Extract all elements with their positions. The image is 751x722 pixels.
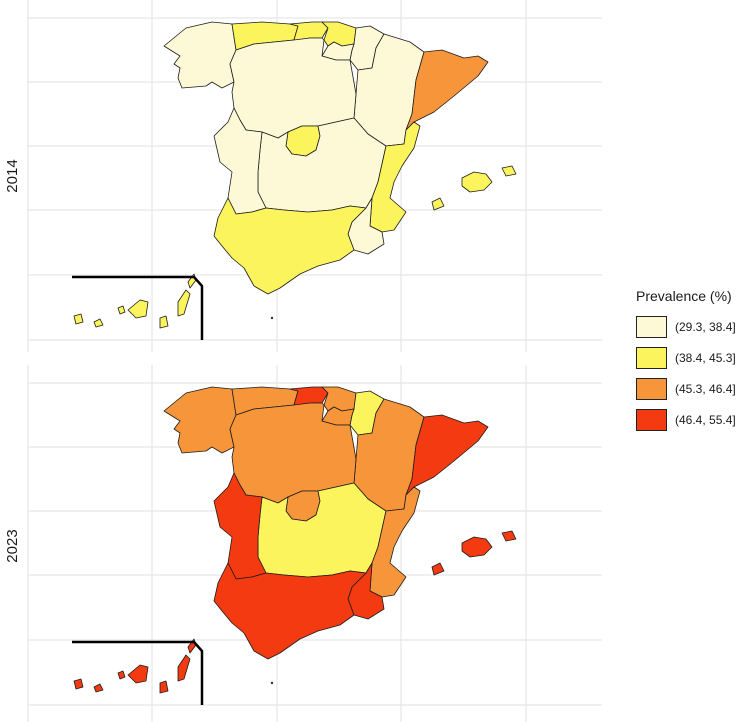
spain-map-2014 <box>72 21 517 340</box>
region-baleares <box>431 165 517 211</box>
legend-label: (29.3, 38.4] <box>675 320 736 334</box>
panel-2014-label: 2014 <box>4 159 21 192</box>
spain-map-2023 <box>72 386 517 705</box>
legend-label: (45.3, 46.4] <box>675 382 736 396</box>
region-cataluna <box>405 414 489 496</box>
legend-swatch <box>636 409 667 431</box>
canary-inset-frame <box>72 640 204 705</box>
panel-2023: 2023 <box>4 365 602 722</box>
region-canarias <box>73 638 197 694</box>
region-pais-vasco <box>321 21 357 47</box>
legend-item: (38.4, 45.3] <box>636 343 748 373</box>
region-baleares <box>431 530 517 576</box>
region-cataluna <box>405 49 489 131</box>
region-galicia <box>163 21 237 89</box>
region-pais-vasco <box>321 386 357 412</box>
legend-item: (29.3, 38.4] <box>636 312 748 342</box>
canary-inset-frame <box>72 275 204 340</box>
region-andalucia <box>213 197 367 295</box>
legend-item: (45.3, 46.4] <box>636 374 748 404</box>
panel-2023-label: 2023 <box>4 529 21 562</box>
legend-label: (46.4, 55.4] <box>675 413 736 427</box>
legend-swatch <box>636 316 667 338</box>
legend-swatch <box>636 347 667 369</box>
region-andalucia <box>213 562 367 660</box>
region-galicia <box>163 386 237 454</box>
region-canarias <box>73 273 197 329</box>
panel-2014-grid <box>27 0 602 352</box>
legend-item: (46.4, 55.4] <box>636 405 748 435</box>
legend-swatch <box>636 378 667 400</box>
legend-title: Prevalence (%) <box>636 288 732 304</box>
legend-label: (38.4, 45.3] <box>675 351 736 365</box>
region-valencia <box>369 486 421 598</box>
panel-2014: 2014 <box>4 0 602 352</box>
region-valencia <box>369 121 421 233</box>
map-dot <box>270 681 274 685</box>
map-dot <box>270 316 274 320</box>
legend: Prevalence (%) (29.3, 38.4] (38.4, 45.3]… <box>636 288 748 436</box>
